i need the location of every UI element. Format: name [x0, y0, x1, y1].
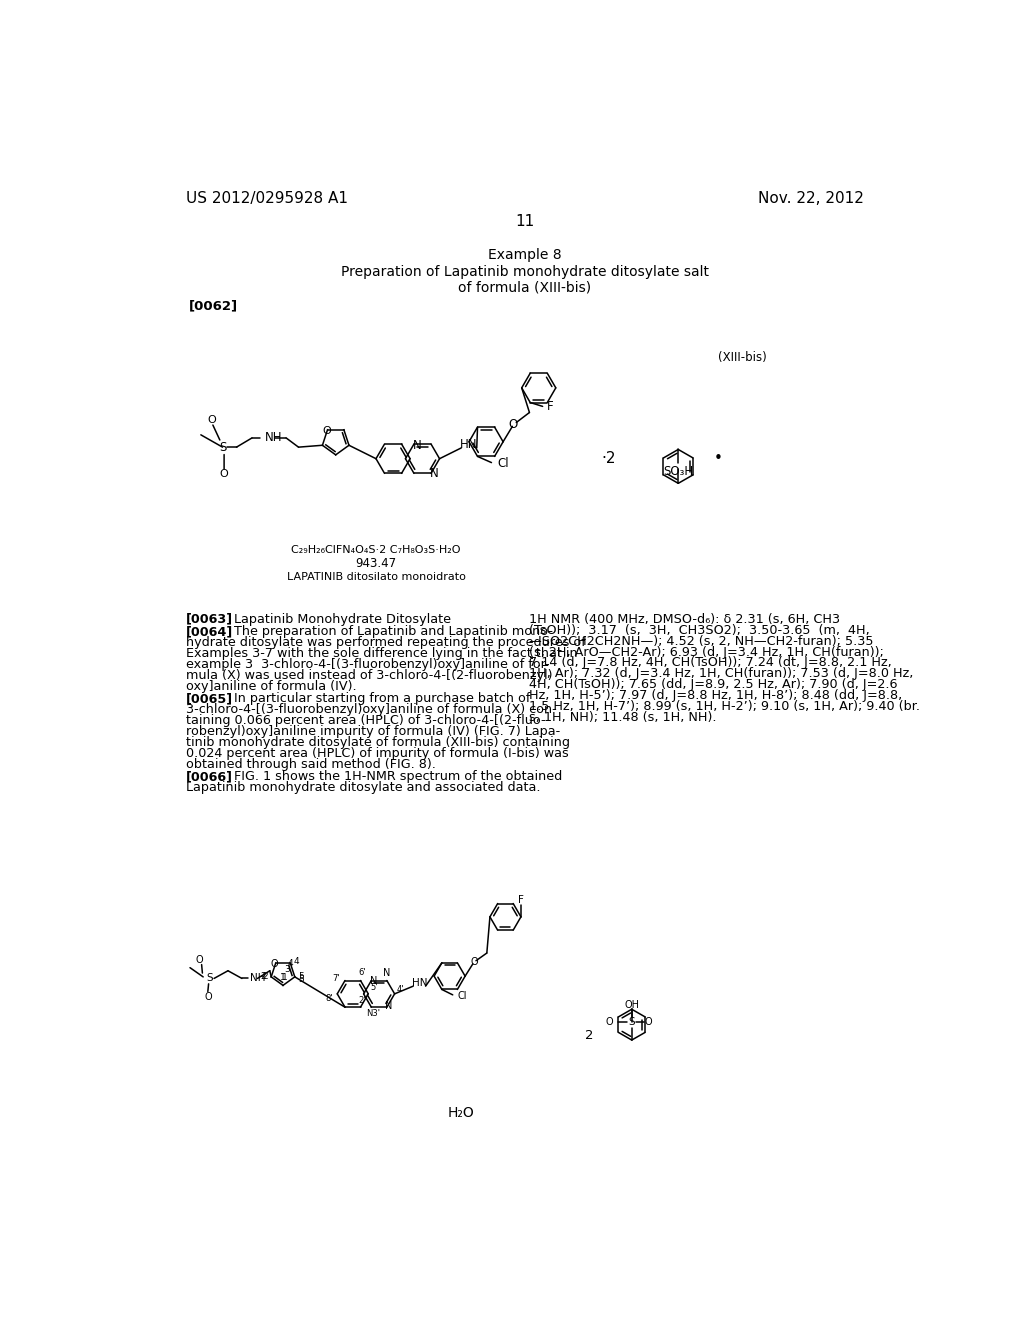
Text: The preparation of Lapatinib and Lapatinib mono-: The preparation of Lapatinib and Lapatin… — [222, 626, 553, 638]
Text: (TsOH));  3.17  (s,  3H,  CH3SO2);  3.50-3.65  (m,  4H,: (TsOH)); 3.17 (s, 3H, CH3SO2); 3.50-3.65… — [529, 623, 870, 636]
Text: 8': 8' — [326, 994, 334, 1003]
Text: HN: HN — [460, 438, 478, 451]
Text: ·2: ·2 — [601, 451, 615, 466]
Text: C₂₉H₂₆ClFN₄O₄S·2 C₇H₈O₃S·H₂O: C₂₉H₂₆ClFN₄O₄S·2 C₇H₈O₃S·H₂O — [291, 545, 461, 554]
Text: 2': 2' — [358, 995, 366, 1005]
Text: O: O — [323, 426, 331, 437]
Text: 5: 5 — [298, 975, 304, 985]
Text: Cl: Cl — [498, 457, 509, 470]
Text: H₂O: H₂O — [447, 1106, 475, 1121]
Text: (s, 2H, ArO—CH2-Ar); 6.93 (d, J=3.4 Hz, 1H, CH(furan));: (s, 2H, ArO—CH2-Ar); 6.93 (d, J=3.4 Hz, … — [529, 645, 885, 659]
Text: mula (X) was used instead of 3-chloro-4-[(2-fluorobenzyl): mula (X) was used instead of 3-chloro-4-… — [186, 669, 553, 682]
Text: robenzyl)oxy]aniline impurity of formula (IV) (FIG. 7) Lapa-: robenzyl)oxy]aniline impurity of formula… — [186, 725, 560, 738]
Text: O: O — [207, 416, 216, 425]
Text: 5': 5' — [371, 983, 378, 993]
Text: 7': 7' — [332, 974, 340, 983]
Text: [0062]: [0062] — [188, 300, 238, 313]
Text: N3': N3' — [366, 1008, 380, 1018]
Text: hydrate ditosylate was performed repeating the procedures of: hydrate ditosylate was performed repeati… — [186, 636, 586, 649]
Text: 1H, Ar); 7.32 (d, J=3.4 Hz, 1H, CH(furan)); 7.53 (d, J=8.0 Hz,: 1H, Ar); 7.32 (d, J=3.4 Hz, 1H, CH(furan… — [529, 668, 913, 680]
Text: Cl: Cl — [458, 990, 467, 1001]
Text: 1: 1 — [281, 973, 286, 982]
Text: N: N — [383, 968, 390, 978]
Text: 4H, CH(TsOH)); 7.65 (dd, J=8.9, 2.5 Hz, Ar); 7.90 (d, J=2.6: 4H, CH(TsOH)); 7.65 (dd, J=8.9, 2.5 Hz, … — [529, 678, 898, 692]
Text: s, 1H, NH); 11.48 (s, 1H, NH).: s, 1H, NH); 11.48 (s, 1H, NH). — [529, 711, 717, 725]
Text: 2: 2 — [585, 1028, 593, 1041]
Text: S: S — [629, 1016, 635, 1027]
Text: O: O — [270, 958, 278, 969]
Text: SO₃H: SO₃H — [664, 465, 693, 478]
Text: O: O — [605, 1016, 613, 1027]
Text: O: O — [509, 417, 518, 430]
Text: US 2012/0295928 A1: US 2012/0295928 A1 — [186, 191, 348, 206]
Text: N: N — [430, 467, 438, 480]
Text: NH: NH — [250, 973, 265, 983]
Text: N: N — [413, 440, 422, 451]
Text: O: O — [196, 954, 203, 965]
Text: •: • — [714, 451, 723, 466]
Text: 0.024 percent area (HPLC) of impurity of formula (I-bis) was: 0.024 percent area (HPLC) of impurity of… — [186, 747, 569, 760]
Text: (XIII-bis): (XIII-bis) — [718, 351, 767, 363]
Text: Example 8: Example 8 — [488, 248, 561, 261]
Text: O: O — [471, 957, 478, 968]
Text: [0064]: [0064] — [186, 626, 233, 638]
Text: 3: 3 — [284, 965, 290, 974]
Text: of formula (XIII-bis): of formula (XIII-bis) — [458, 281, 592, 294]
Text: 1H NMR (400 MHz, DMSO-d₆): δ 2.31 (s, 6H, CH3: 1H NMR (400 MHz, DMSO-d₆): δ 2.31 (s, 6H… — [529, 612, 841, 626]
Text: Lapatinib monohydrate ditosylate and associated data.: Lapatinib monohydrate ditosylate and ass… — [186, 781, 541, 795]
Text: 4: 4 — [288, 958, 293, 968]
Text: F: F — [547, 400, 554, 413]
Text: O: O — [204, 991, 212, 1002]
Text: oxy]aniline of formula (IV).: oxy]aniline of formula (IV). — [186, 680, 356, 693]
Text: N: N — [370, 977, 378, 986]
Text: O: O — [645, 1016, 652, 1027]
Text: FIG. 1 shows the 1H-NMR spectrum of the obtained: FIG. 1 shows the 1H-NMR spectrum of the … — [222, 771, 562, 783]
Text: taining 0.066 percent area (HPLC) of 3-chloro-4-[(2-fluo-: taining 0.066 percent area (HPLC) of 3-c… — [186, 714, 546, 727]
Text: Examples 3-7 with the sole difference lying in the fact that in: Examples 3-7 with the sole difference ly… — [186, 647, 578, 660]
Text: Lapatinib Monohydrate Ditosylate: Lapatinib Monohydrate Ditosylate — [222, 612, 451, 626]
Text: —SO2CH2CH2NH—); 4.52 (s, 2, NH—CH2-furan); 5.35: —SO2CH2CH2NH—); 4.52 (s, 2, NH—CH2-furan… — [529, 635, 873, 648]
Text: F: F — [518, 895, 524, 906]
Text: 1.5 Hz, 1H, H-7’); 8.99 (s, 1H, H-2’); 9.10 (s, 1H, Ar); 9.40 (br.: 1.5 Hz, 1H, H-7’); 8.99 (s, 1H, H-2’); 9… — [529, 700, 921, 713]
Text: 11: 11 — [515, 214, 535, 230]
Text: 3-chloro-4-[(3-fluorobenzyl)oxy]aniline of formula (X) con-: 3-chloro-4-[(3-fluorobenzyl)oxy]aniline … — [186, 704, 557, 717]
Text: 4: 4 — [294, 957, 299, 966]
Text: 2: 2 — [261, 973, 266, 981]
Text: Hz, 1H, H-5’); 7.97 (d, J=8.8 Hz, 1H, H-8’); 8.48 (dd, J=8.8,: Hz, 1H, H-5’); 7.97 (d, J=8.8 Hz, 1H, H-… — [529, 689, 903, 702]
Text: OH: OH — [625, 999, 639, 1010]
Text: 2: 2 — [262, 973, 268, 981]
Text: In particular starting from a purchase batch of: In particular starting from a purchase b… — [222, 692, 530, 705]
Text: Nov. 22, 2012: Nov. 22, 2012 — [758, 191, 863, 206]
Text: 943.47: 943.47 — [355, 557, 396, 570]
Text: [0066]: [0066] — [186, 771, 233, 783]
Text: Preparation of Lapatinib monohydrate ditosylate salt: Preparation of Lapatinib monohydrate dit… — [341, 265, 709, 280]
Text: obtained through said method (FIG. 8).: obtained through said method (FIG. 8). — [186, 758, 436, 771]
Text: [0065]: [0065] — [186, 692, 233, 705]
Text: 4': 4' — [397, 985, 404, 994]
Text: tinib monohydrate ditosylate of formula (XIII-bis) containing: tinib monohydrate ditosylate of formula … — [186, 737, 570, 748]
Text: NH: NH — [264, 432, 282, 445]
Text: 5: 5 — [298, 973, 304, 981]
Text: N: N — [385, 1002, 393, 1011]
Text: S: S — [206, 973, 213, 983]
Text: LAPATINIB ditosilato monoidrato: LAPATINIB ditosilato monoidrato — [287, 572, 466, 582]
Text: S: S — [219, 441, 226, 454]
Text: 1: 1 — [282, 973, 288, 982]
Text: 6': 6' — [358, 969, 366, 977]
Text: [0063]: [0063] — [186, 612, 233, 626]
Text: 7.14 (d, J=7.8 Hz, 4H, CH(TsOH)); 7.24 (dt, J=8.8, 2.1 Hz,: 7.14 (d, J=7.8 Hz, 4H, CH(TsOH)); 7.24 (… — [529, 656, 892, 669]
Text: example 3  3-chloro-4-[(3-fluorobenzyl)oxy]aniline of for-: example 3 3-chloro-4-[(3-fluorobenzyl)ox… — [186, 657, 550, 671]
Text: O: O — [220, 469, 228, 479]
Text: HN: HN — [412, 978, 427, 989]
